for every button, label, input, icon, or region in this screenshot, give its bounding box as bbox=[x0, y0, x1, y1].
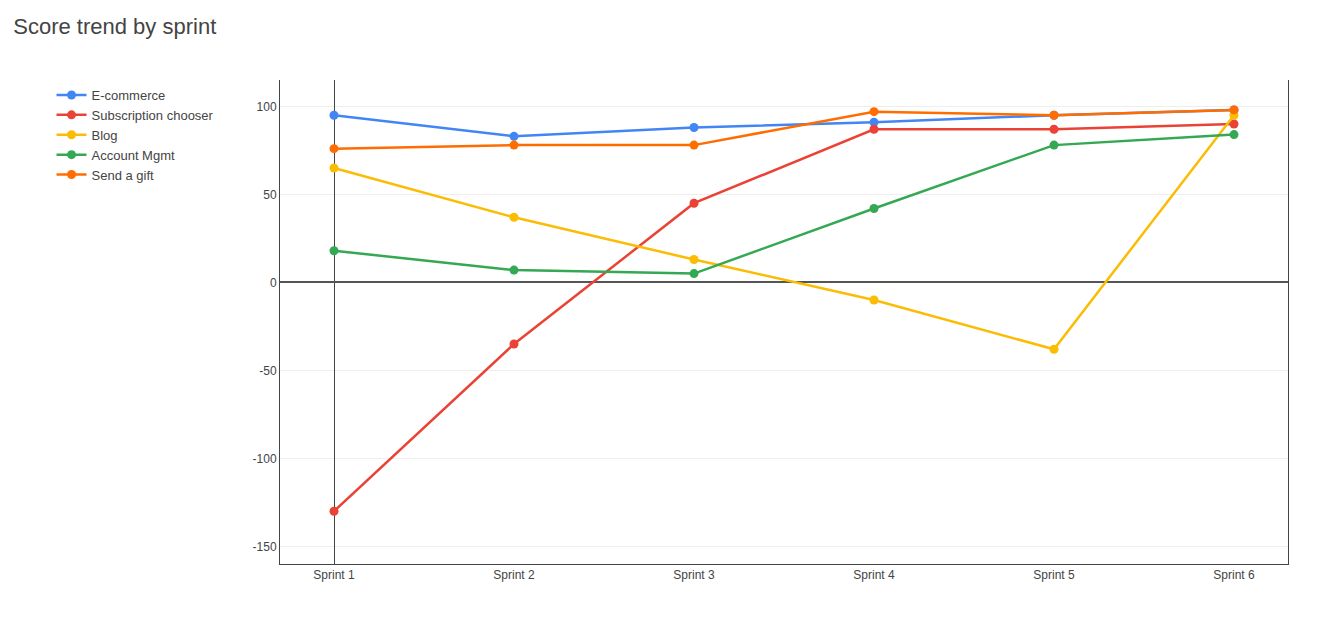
svg-text:Send a gift: Send a gift bbox=[92, 168, 155, 183]
svg-text:0: 0 bbox=[270, 276, 277, 290]
svg-text:Sprint 3: Sprint 3 bbox=[673, 568, 715, 582]
svg-text:Sprint 6: Sprint 6 bbox=[1213, 568, 1255, 582]
svg-text:50: 50 bbox=[263, 188, 277, 202]
svg-text:100: 100 bbox=[257, 100, 277, 114]
svg-text:Sprint 2: Sprint 2 bbox=[493, 568, 535, 582]
svg-text:Sprint 5: Sprint 5 bbox=[1033, 568, 1075, 582]
svg-text:Sprint 1: Sprint 1 bbox=[313, 568, 355, 582]
svg-text:Score trend by sprint: Score trend by sprint bbox=[13, 14, 216, 39]
svg-text:-150: -150 bbox=[253, 540, 277, 554]
svg-text:Account Mgmt: Account Mgmt bbox=[92, 148, 175, 163]
svg-text:Subscription chooser: Subscription chooser bbox=[92, 108, 214, 123]
svg-text:E-commerce: E-commerce bbox=[92, 88, 166, 103]
svg-text:-100: -100 bbox=[253, 452, 277, 466]
svg-text:Sprint 4: Sprint 4 bbox=[853, 568, 895, 582]
svg-text:-50: -50 bbox=[259, 364, 277, 378]
svg-text:Blog: Blog bbox=[92, 128, 118, 143]
